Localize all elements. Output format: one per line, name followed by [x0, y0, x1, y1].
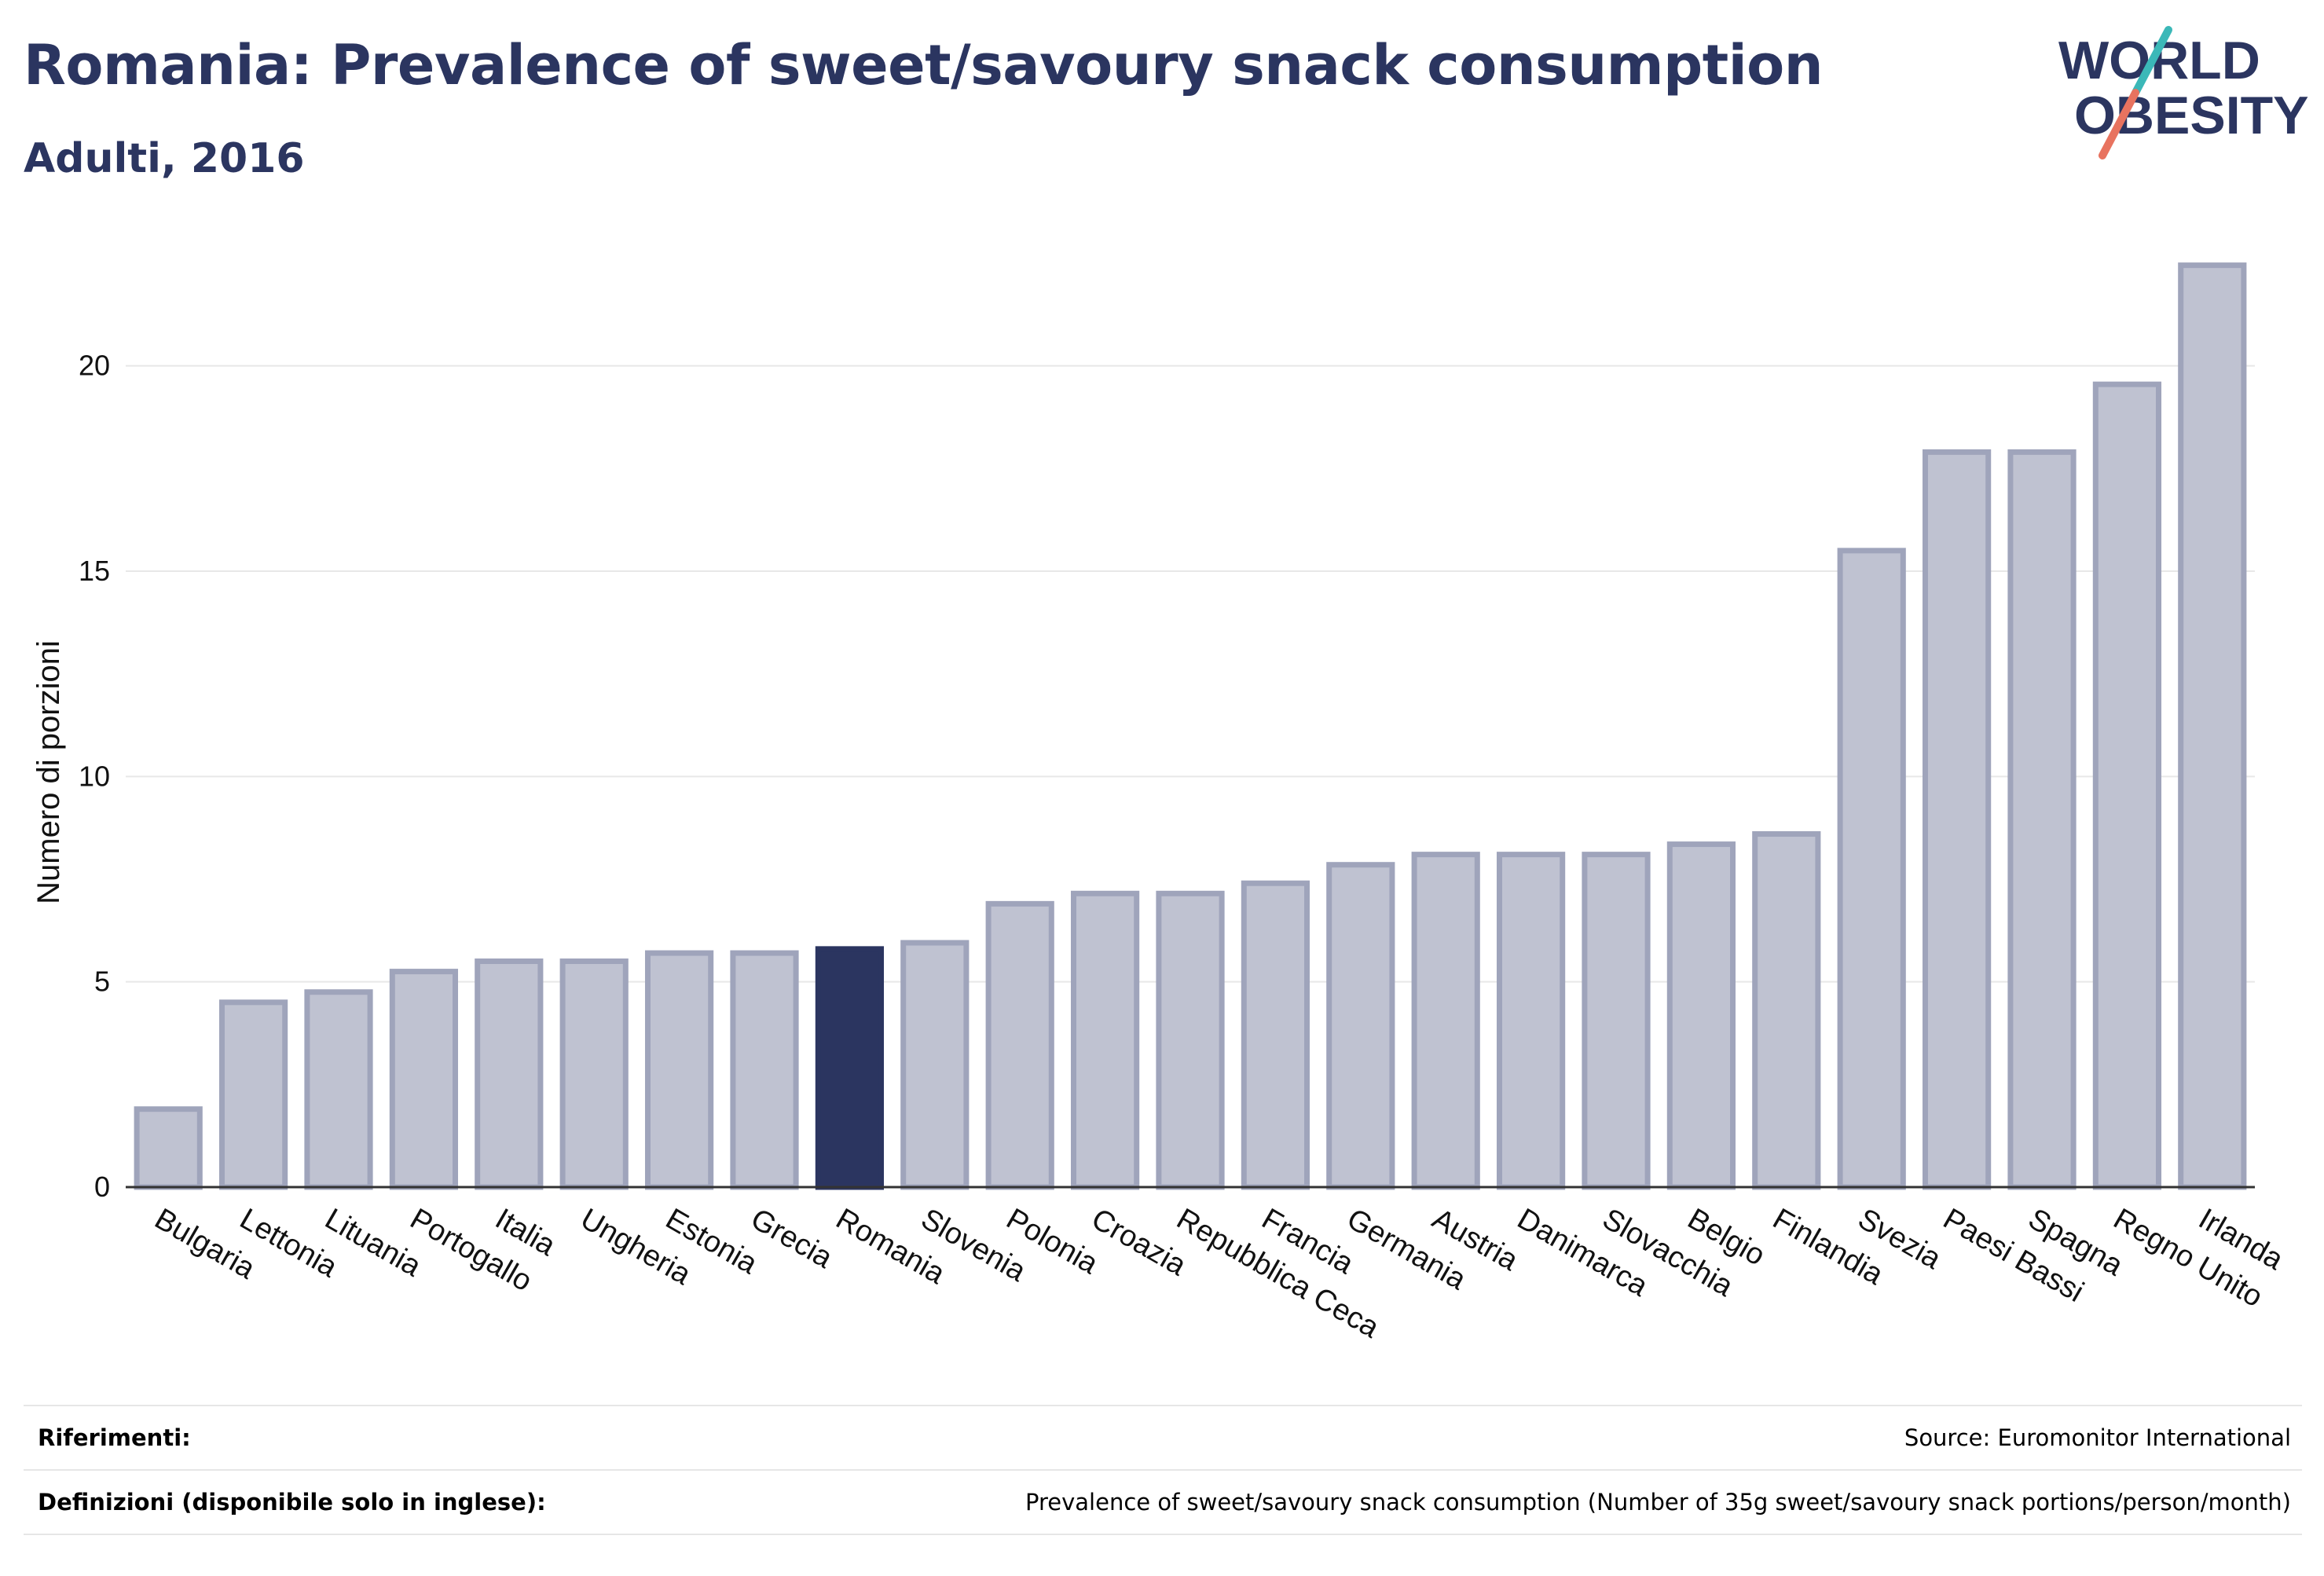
- bar-ungheria: [559, 958, 629, 1190]
- bar-germania: [1326, 862, 1395, 1190]
- logo-slash-coral: [2099, 89, 2139, 159]
- y-tick-label-0: 0: [94, 1171, 110, 1203]
- chart-subtitle: Adulti, 2016: [24, 135, 305, 182]
- bar-irlanda: [2178, 262, 2247, 1190]
- x-tick-label-lituania: Lituania: [320, 1202, 427, 1283]
- y-tick-labels: 0 5 10 15 20: [79, 350, 110, 1203]
- bar-croazia: [1070, 890, 1140, 1190]
- bars: [134, 262, 2247, 1190]
- bar-svezia: [1837, 548, 1906, 1190]
- bar-polonia: [985, 900, 1054, 1190]
- bar-italia: [475, 958, 544, 1190]
- bar-belgio: [1666, 841, 1736, 1190]
- bar-portogallo: [389, 969, 459, 1190]
- bar-repubblica-ceca: [1156, 890, 1225, 1190]
- footer-references-row: Riferimenti: Source: Euromonitor Interna…: [24, 1405, 2302, 1469]
- bar-finlandia: [1752, 831, 1821, 1190]
- x-tick-label-croazia: Croazia: [1086, 1202, 1192, 1282]
- bar-spagna: [2007, 449, 2077, 1190]
- bar-grecia: [730, 950, 799, 1190]
- bar-paesi-bassi: [1922, 449, 1992, 1190]
- x-tick-label-grecia: Grecia: [746, 1202, 839, 1275]
- y-tick-label-20: 20: [79, 350, 110, 382]
- bar-slovenia: [900, 940, 970, 1190]
- bar-francia: [1241, 880, 1310, 1190]
- bar-chart: 0 5 10 15 20 BulgariaLettoniaLituaniaPortoga…: [31, 262, 2289, 1345]
- y-tick-label-5: 5: [94, 966, 110, 998]
- bar-slovacchia: [1582, 852, 1651, 1190]
- bar-bulgaria: [134, 1106, 203, 1190]
- bar-regno-unito: [2092, 381, 2162, 1190]
- y-tick-label-15: 15: [79, 555, 110, 587]
- references-value: Source: Euromonitor International: [1904, 1424, 2291, 1451]
- bar-danimarca: [1496, 852, 1566, 1190]
- definitions-label: Definizioni (disponibile solo in inglese…: [38, 1489, 546, 1516]
- y-axis-label: Numero di porzioni: [31, 640, 66, 904]
- bar-estonia: [644, 950, 714, 1190]
- bar-austria: [1411, 852, 1480, 1190]
- bar-lituania: [304, 989, 373, 1190]
- bar-lettonia: [218, 999, 288, 1190]
- y-tick-label-10: 10: [79, 760, 110, 792]
- chart-title: Romania: Prevalence of sweet/savoury sna…: [24, 33, 1824, 97]
- x-tick-labels: BulgariaLettoniaLituaniaPortogalloItalia…: [149, 1202, 2289, 1345]
- world-obesity-logo: WORLD OBESITY: [2058, 26, 2309, 159]
- logo-slash-teal: [2132, 26, 2172, 97]
- definitions-value: Prevalence of sweet/savoury snack consum…: [1025, 1489, 2291, 1516]
- references-label: Riferimenti:: [38, 1424, 191, 1451]
- footer-definitions-row: Definizioni (disponibile solo in inglese…: [24, 1469, 2302, 1535]
- bar-romania: [815, 946, 885, 1190]
